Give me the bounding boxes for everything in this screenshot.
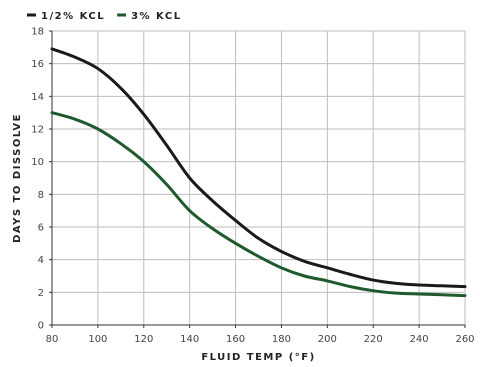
x-tick-label-120: 120 [134,334,153,345]
y-tick-label-18: 18 [31,27,44,38]
y-tick-label-14: 14 [31,92,44,103]
x-tick-label-140: 140 [180,334,199,345]
x-tick-label-220: 220 [364,334,383,345]
x-tick-label-200: 200 [318,334,337,345]
series-line-0 [50,47,467,289]
x-tick-label-240: 240 [410,334,429,345]
series-line-1 [50,111,467,298]
y-tick-label-12: 12 [31,125,44,136]
legend-label-0: 1/2% KCL [41,11,105,22]
y-tick-label-0: 0 [38,321,44,332]
x-tick-label-180: 180 [272,334,291,345]
series-lines [50,47,467,298]
x-tick-label-80: 80 [46,334,59,345]
x-axis-title: FLUID TEMP (°F) [201,352,315,363]
y-tick-labels: 0 2 4 6 8 10 12 14 16 18 [31,27,52,332]
legend: 1/2% KCL 3% KCL [27,11,181,22]
horizontal-gridlines [52,30,465,293]
y-tick-label-16: 16 [31,59,44,70]
y-tick-label-10: 10 [31,157,44,168]
y-tick-label-4: 4 [38,255,44,266]
legend-label-1: 3% KCL [131,11,181,22]
x-tick-label-160: 160 [226,334,245,345]
vertical-gridlines [97,31,466,325]
x-tick-label-100: 100 [88,334,107,345]
y-tick-label-6: 6 [38,223,44,234]
x-tick-labels: 80 100 120 140 160 180 200 220 240 260 [46,325,475,345]
y-tick-label-2: 2 [38,288,44,299]
x-tick-label-260: 260 [455,334,474,345]
y-axis-title: DAYS TO DISSOLVE [12,113,23,243]
y-tick-label-8: 8 [38,190,44,201]
